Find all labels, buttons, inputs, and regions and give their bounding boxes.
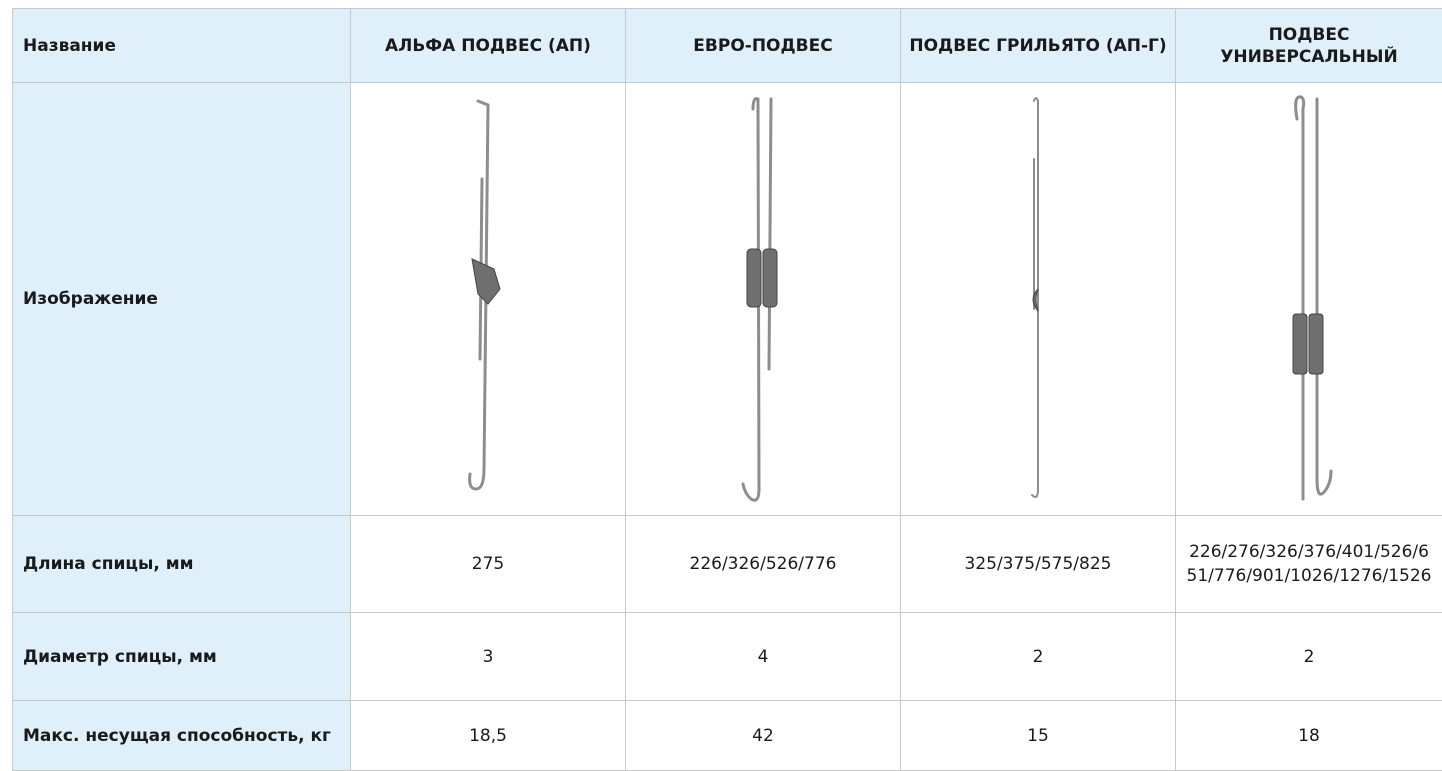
header-cell: ПОДВЕС УНИВЕРСАЛЬНЫЙ <box>1176 9 1442 83</box>
cell: 226/326/526/776 <box>626 516 901 613</box>
table-row: Диаметр спицы, мм 3 4 2 2 <box>13 613 1442 701</box>
cell: 2 <box>1176 613 1442 701</box>
image-cell <box>626 83 901 516</box>
cell: 3 <box>351 613 626 701</box>
hanger-image <box>723 89 803 509</box>
row-label: Длина спицы, мм <box>13 516 351 613</box>
header-cell: АЛЬФА ПОДВЕС (АП) <box>351 9 626 83</box>
spec-table: Название АЛЬФА ПОДВЕС (АП) ЕВРО-ПОДВЕС П… <box>12 8 1442 771</box>
cell: 2 <box>901 613 1176 701</box>
image-cell <box>1176 83 1442 516</box>
header-row: Название АЛЬФА ПОДВЕС (АП) ЕВРО-ПОДВЕС П… <box>13 9 1442 83</box>
cell: 18,5 <box>351 701 626 771</box>
table-row: Макс. несущая способность, кг 18,5 42 15… <box>13 701 1442 771</box>
row-label: Диаметр спицы, мм <box>13 613 351 701</box>
table-row: Длина спицы, мм 275 226/326/526/776 325/… <box>13 516 1442 613</box>
row-label: Изображение <box>13 83 351 516</box>
cell: 325/375/575/825 <box>901 516 1176 613</box>
header-cell: ЕВРО-ПОДВЕС <box>626 9 901 83</box>
cell: 42 <box>626 701 901 771</box>
image-cell <box>901 83 1176 516</box>
cell: 226/276/326/376/401/526/651/776/901/1026… <box>1176 516 1442 613</box>
cell: 15 <box>901 701 1176 771</box>
image-row: Изображение <box>13 83 1442 516</box>
row-label: Макс. несущая способность, кг <box>13 701 351 771</box>
hanger-image <box>448 89 528 509</box>
image-cell <box>351 83 626 516</box>
cell: 4 <box>626 613 901 701</box>
hanger-image <box>998 89 1078 509</box>
hanger-image <box>1269 89 1349 509</box>
header-cell: ПОДВЕС ГРИЛЬЯТО (АП-Г) <box>901 9 1176 83</box>
cell: 275 <box>351 516 626 613</box>
cell: 18 <box>1176 701 1442 771</box>
header-cell: Название <box>13 9 351 83</box>
